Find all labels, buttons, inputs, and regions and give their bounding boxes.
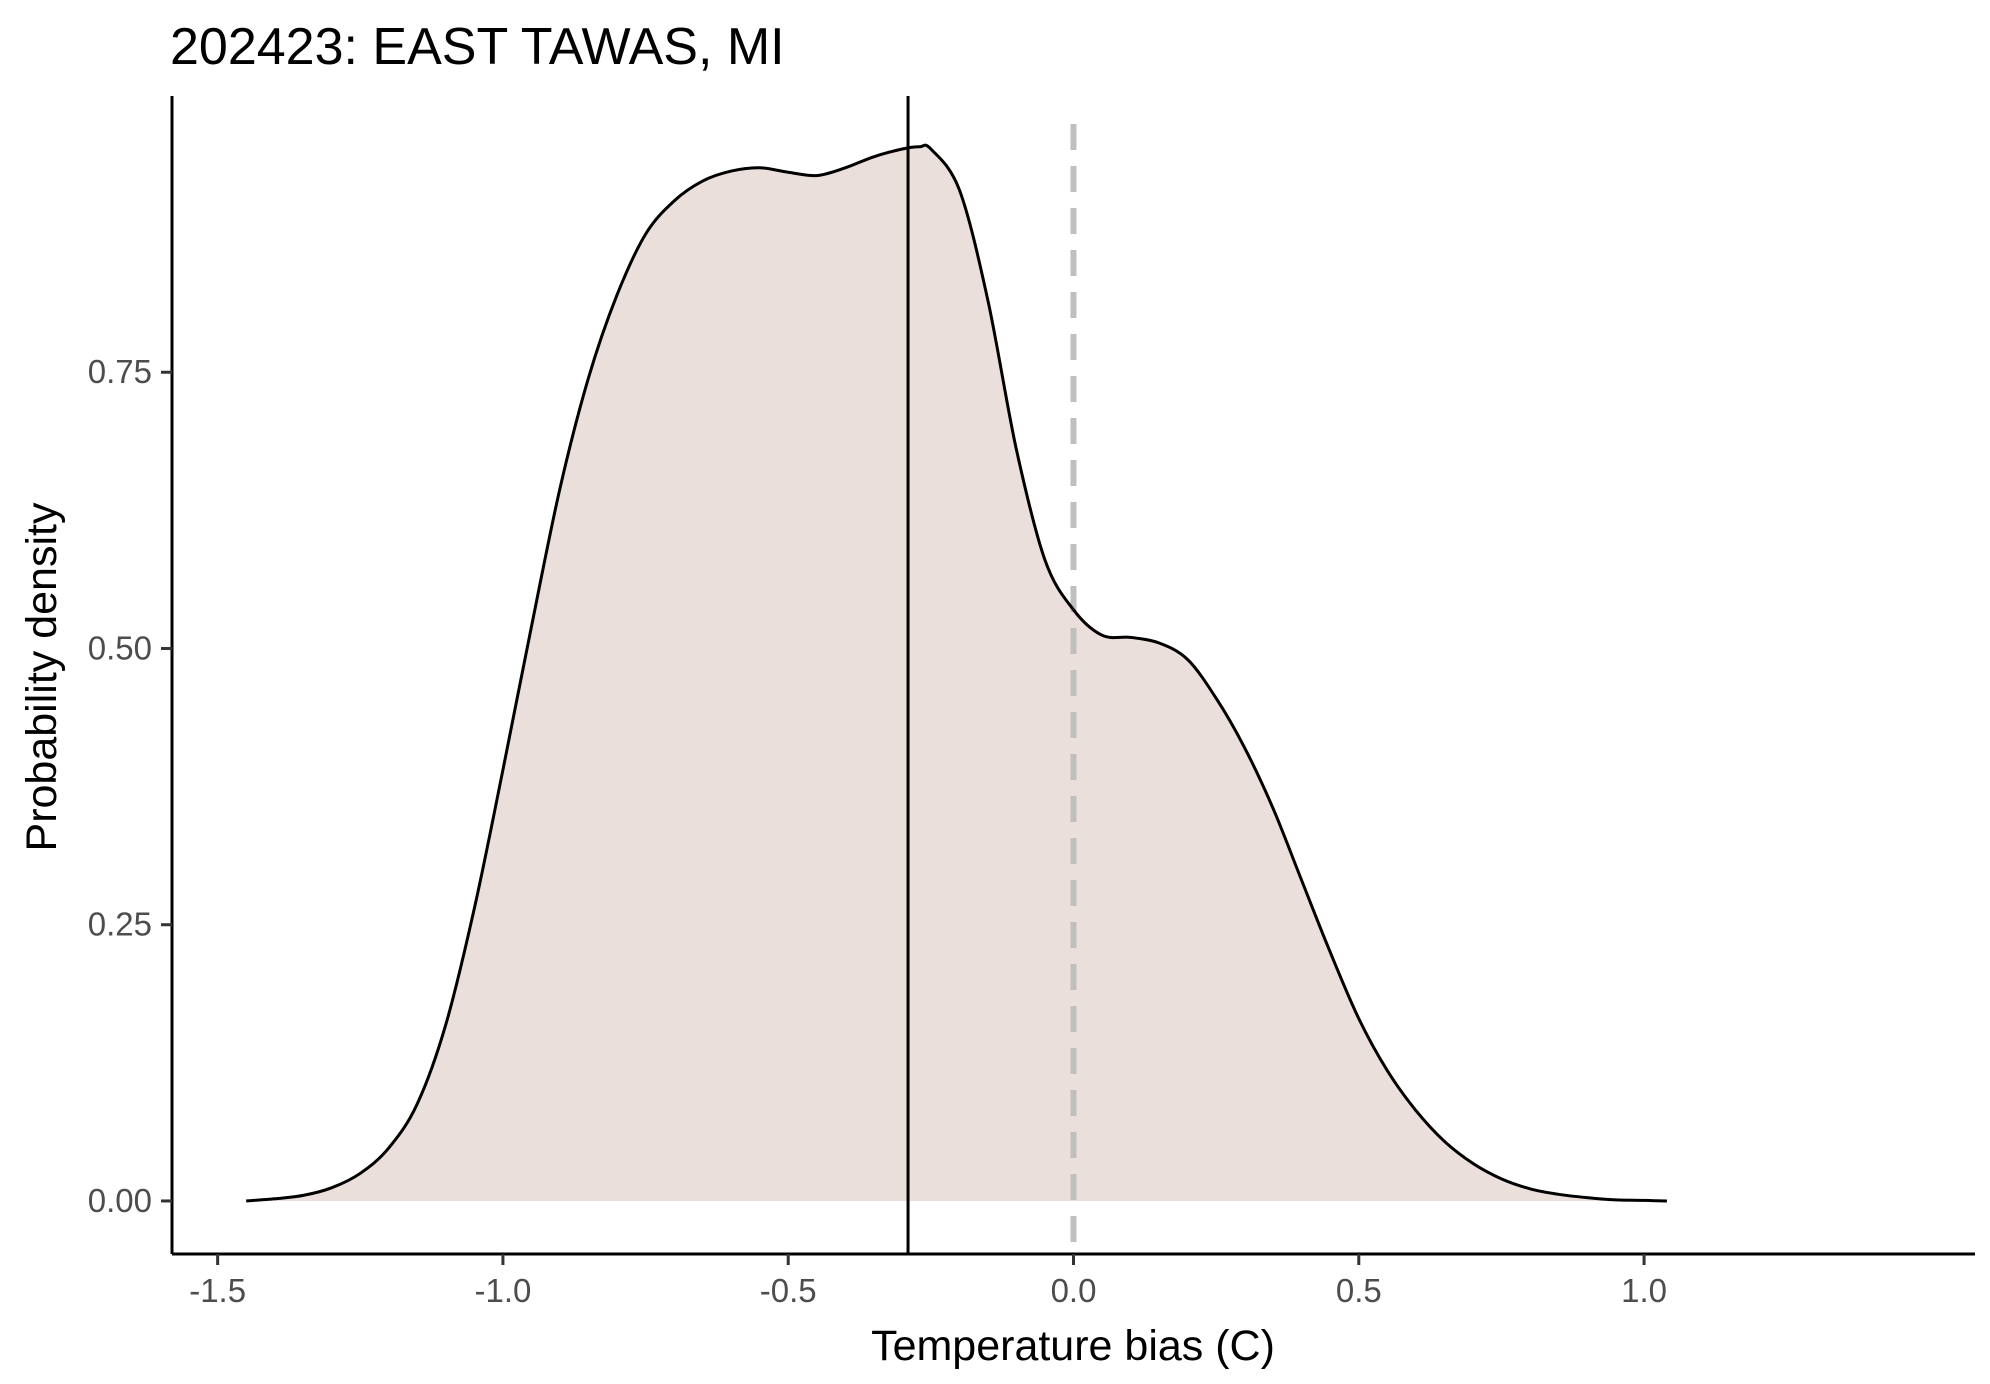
density-curve — [246, 143, 1667, 1203]
y-tick-label: 0.00 — [88, 1182, 152, 1219]
x-tick-label: -1.5 — [189, 1272, 246, 1309]
x-tick-label: 0.5 — [1336, 1272, 1382, 1309]
x-tick-label: -0.5 — [760, 1272, 817, 1309]
y-tick-label: 0.75 — [88, 353, 152, 390]
x-tick-label: 1.0 — [1621, 1272, 1667, 1309]
density-area — [246, 145, 1667, 1201]
x-tick-label: 0.0 — [1051, 1272, 1097, 1309]
y-tick-label: 0.25 — [88, 906, 152, 943]
axes: -1.5 -1.0 -0.5 0.0 0.5 1.0 0.00 0.25 0.50 0.75 — [88, 96, 1975, 1309]
x-axis-title: Temperature bias (C) — [871, 1322, 1275, 1370]
chart-title: 202423: EAST TAWAS, MI — [170, 18, 785, 76]
y-tick-label: 0.50 — [88, 629, 152, 666]
x-tick-label: -1.0 — [474, 1272, 531, 1309]
y-axis-title: Probability density — [18, 502, 66, 851]
plot-area — [246, 96, 1667, 1254]
